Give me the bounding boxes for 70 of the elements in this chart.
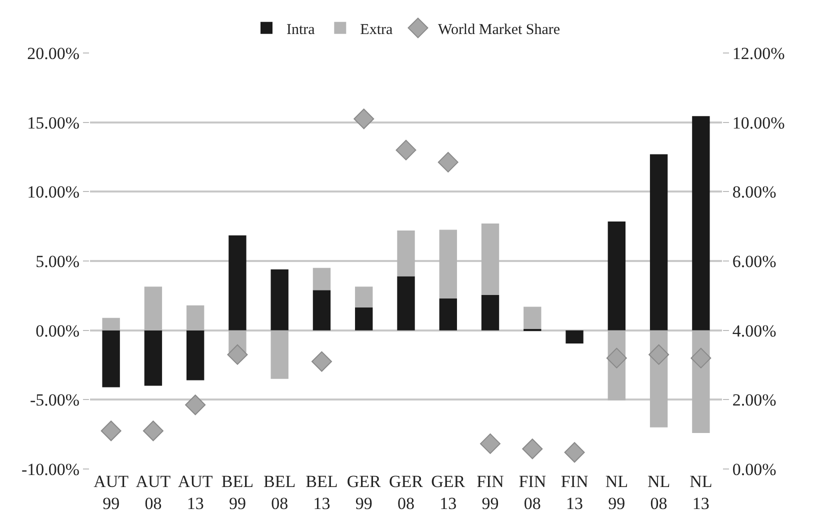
y-tick-label: 0.00% bbox=[36, 321, 80, 340]
x-tick-label: FIN 13 bbox=[560, 472, 588, 514]
y2-tick-label: 8.00% bbox=[732, 182, 776, 202]
bar bbox=[692, 116, 710, 330]
point bbox=[311, 351, 332, 372]
bar bbox=[228, 235, 246, 330]
bar bbox=[355, 307, 373, 330]
x-tick-label: AUT 99 bbox=[94, 472, 130, 514]
bar bbox=[397, 276, 415, 330]
bar bbox=[102, 318, 120, 330]
x-tick-label: GER 08 bbox=[389, 472, 424, 514]
bar bbox=[312, 290, 331, 330]
point bbox=[564, 442, 585, 463]
bar bbox=[481, 224, 500, 295]
x-tick-label: NL 13 bbox=[690, 472, 712, 514]
y2-tick-label: 6.00% bbox=[732, 252, 776, 271]
y-tick-label: 5.00% bbox=[36, 252, 80, 271]
y2-tick-label: 12.00% bbox=[732, 44, 785, 63]
bar bbox=[439, 230, 457, 298]
point bbox=[142, 420, 164, 442]
point bbox=[648, 344, 670, 365]
bar bbox=[566, 330, 584, 344]
y-tick-label: 10.00% bbox=[27, 182, 80, 202]
bar bbox=[186, 305, 204, 330]
bar bbox=[355, 286, 373, 308]
y2-tick-label: 2.00% bbox=[732, 390, 776, 410]
bar bbox=[608, 221, 626, 330]
x-tick-label: BEL 99 bbox=[221, 472, 254, 514]
point bbox=[522, 438, 543, 460]
x-tick-label: BEL 13 bbox=[306, 472, 338, 514]
x-tick-label: AUT 13 bbox=[178, 472, 214, 514]
y2-tick-label: 10.00% bbox=[732, 113, 785, 132]
bar bbox=[144, 286, 162, 330]
legend-label: Intra bbox=[286, 22, 316, 38]
point bbox=[396, 140, 416, 160]
x-tick-label: AUT 08 bbox=[136, 472, 172, 514]
point bbox=[438, 152, 458, 172]
y-tick-label: -5.00% bbox=[30, 390, 80, 410]
bar bbox=[102, 330, 120, 388]
bar bbox=[524, 306, 542, 329]
y-tick-label: -10.00% bbox=[22, 460, 80, 479]
bar bbox=[312, 268, 331, 290]
x-tick-label: GER 13 bbox=[431, 472, 466, 514]
y-tick-label: 15.00% bbox=[27, 113, 80, 132]
x-tick-label: BEL 08 bbox=[264, 472, 296, 514]
point bbox=[100, 420, 122, 442]
point bbox=[606, 348, 627, 368]
y2-tick-label: 4.00% bbox=[732, 321, 776, 340]
point bbox=[185, 394, 206, 416]
y2-tick-label: 0.00% bbox=[732, 460, 776, 479]
bar bbox=[650, 154, 668, 330]
bar bbox=[186, 330, 204, 380]
y-tick-label: 20.00% bbox=[27, 44, 80, 63]
bar bbox=[439, 298, 457, 330]
legend-label: Extra bbox=[360, 22, 393, 38]
bar bbox=[270, 269, 288, 330]
x-tick-label: FIN 99 bbox=[476, 472, 504, 514]
point bbox=[354, 108, 374, 130]
point bbox=[690, 348, 712, 368]
point bbox=[480, 433, 501, 454]
x-tick-label: GER 99 bbox=[346, 472, 382, 514]
x-tick-label: NL 08 bbox=[647, 472, 670, 514]
x-tick-label: FIN 08 bbox=[518, 472, 546, 514]
bar bbox=[270, 330, 288, 379]
legend-label: World Market Share bbox=[438, 22, 560, 38]
bar bbox=[144, 330, 162, 386]
bar bbox=[481, 294, 500, 330]
bar bbox=[397, 230, 415, 276]
point bbox=[227, 344, 248, 365]
x-tick-label: NL 99 bbox=[605, 472, 628, 514]
